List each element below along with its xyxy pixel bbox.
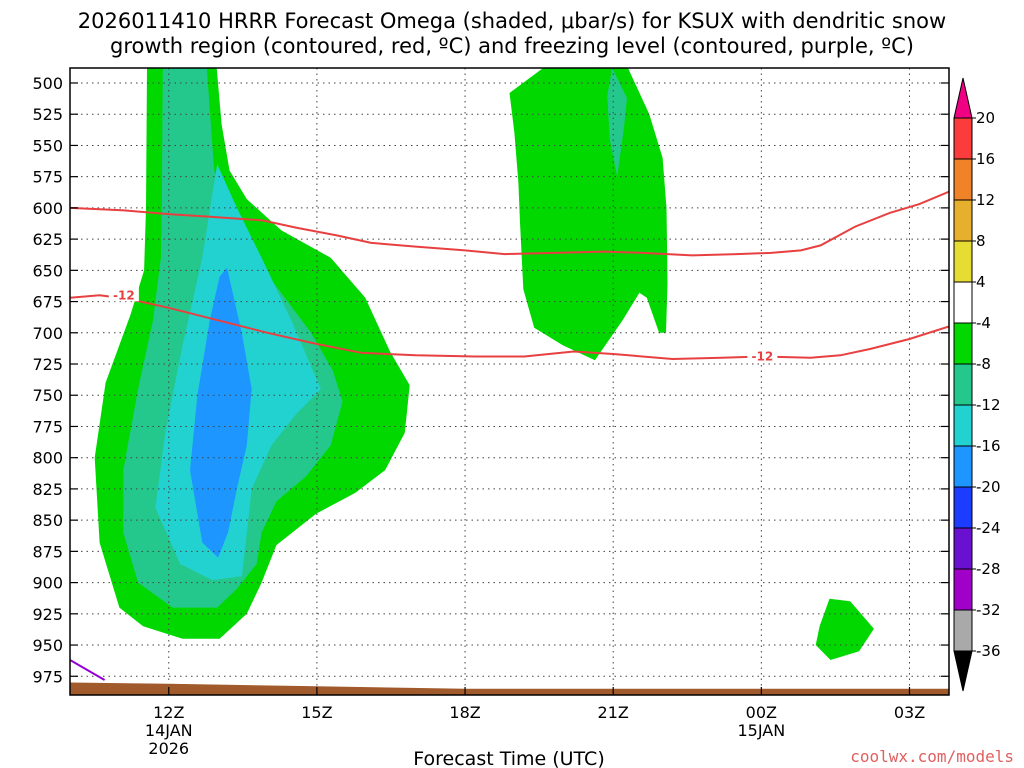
colorbar-label-4: 4 <box>976 273 986 291</box>
y-tick-label-775: 775 <box>32 417 63 436</box>
colorbar-cell-20 <box>953 117 973 160</box>
y-axis: 500 525 550 575 600 625 650 675 700 725 750 775 800 8… <box>32 74 949 686</box>
y-tick-label-900: 900 <box>32 574 63 593</box>
colorbar-cell--20 <box>953 486 973 529</box>
y-tick-label-800: 800 <box>32 449 63 468</box>
contour-label-bg <box>108 287 139 302</box>
colorbar-label--8: -8 <box>976 355 991 373</box>
colorbar: -36 -32 -28 -24 -20 -16 -12 -8 -4 4 8 12 16 20 <box>953 77 1001 692</box>
colorbar-cell--12 <box>953 404 973 447</box>
y-tick-label-650: 650 <box>32 261 63 280</box>
x-tick-label-00Z: 00Z <box>746 703 777 722</box>
colorbar-label--28: -28 <box>976 560 1001 578</box>
y-tick-label-550: 550 <box>32 136 63 155</box>
contour-dgz_-18 <box>70 190 949 257</box>
x-tick-label-18Z: 18Z <box>449 703 480 722</box>
omega-region-4 <box>607 68 627 177</box>
x-tick-label-21Z: 21Z <box>598 703 629 722</box>
colorbar-cell-12 <box>953 199 973 242</box>
y-tick-label-600: 600 <box>32 199 63 218</box>
y-tick-label-625: 625 <box>32 230 63 249</box>
plot-frame <box>69 67 950 696</box>
contour-freezing_level <box>70 659 106 681</box>
contour-label-dgz_-12-1: -12 <box>752 350 774 364</box>
x-tick-label-15Z: 15Z <box>301 703 332 722</box>
y-tick-label-500: 500 <box>32 74 63 93</box>
x-tick-label-12Z: 12Z <box>153 703 184 722</box>
y-tick-label-925: 925 <box>32 605 63 624</box>
colorbar-cell--32 <box>953 609 973 652</box>
contour-label-dgz_-12-0: -12 <box>113 288 135 302</box>
y-tick-label-850: 850 <box>32 511 63 530</box>
colorbar-label-20: 20 <box>976 109 995 127</box>
colorbar-label--12: -12 <box>976 396 1001 414</box>
colorbar-cell--28 <box>953 568 973 611</box>
colorbar-cell-8 <box>953 240 973 283</box>
y-tick-label-525: 525 <box>32 105 63 124</box>
y-tick-label-750: 750 <box>32 386 63 405</box>
colorbar-label-8: 8 <box>976 232 986 250</box>
colorbar-label--32: -32 <box>976 601 1001 619</box>
colorbar-label--24: -24 <box>976 519 1001 537</box>
colorbar-label-16: 16 <box>976 150 995 168</box>
omega-shading <box>94 68 874 660</box>
colorbar-cell-4 <box>953 281 973 324</box>
colorbar-bottom-arrow <box>953 650 973 692</box>
y-tick-label-825: 825 <box>32 480 63 499</box>
contour-lines: -12 -12 <box>70 190 949 681</box>
colorbar-label--16: -16 <box>976 437 1001 455</box>
y-tick-label-725: 725 <box>32 355 63 374</box>
colorbar-label--4: -4 <box>976 314 991 332</box>
colorbar-cell-16 <box>953 158 973 201</box>
colorbar-label--36: -36 <box>976 642 1001 660</box>
omega-region-6 <box>190 267 252 558</box>
colorbar-label--20: -20 <box>976 478 1001 496</box>
contour-dgz_-12 <box>70 294 949 361</box>
x-tick-date-12Z: 14JAN <box>145 721 193 740</box>
y-tick-label-975: 975 <box>32 667 63 686</box>
colorbar-cell--24 <box>953 527 973 570</box>
x-tick-date-00Z: 15JAN <box>737 721 785 740</box>
x-axis-label: Forecast Time (UTC) <box>413 748 604 768</box>
colorbar-cell--4 <box>953 322 973 365</box>
chart-title-line1: 2026011410 HRRR Forecast Omega (shaded, … <box>78 9 946 33</box>
credit-text: coolwx.com/models <box>850 747 1014 766</box>
y-tick-label-700: 700 <box>32 324 63 343</box>
omega-region-1 <box>509 68 668 361</box>
x-tick-label-03Z: 03Z <box>894 703 925 722</box>
y-tick-label-575: 575 <box>32 168 63 187</box>
y-tick-label-950: 950 <box>32 636 63 655</box>
terrain-layer <box>70 682 949 695</box>
y-tick-label-675: 675 <box>32 293 63 312</box>
colorbar-top-arrow <box>953 77 973 119</box>
x-tick-year-12Z: 2026 <box>148 739 189 758</box>
chart-title-line2: growth region (contoured, red, ºC) and f… <box>110 34 914 58</box>
colorbar-cell--8 <box>953 363 973 406</box>
terrain-fill <box>70 682 949 695</box>
contour-label-bg <box>747 348 778 363</box>
colorbar-cell--16 <box>953 445 973 488</box>
colorbar-label-12: 12 <box>976 191 995 209</box>
grid-lines <box>70 68 949 695</box>
y-tick-label-875: 875 <box>32 542 63 561</box>
